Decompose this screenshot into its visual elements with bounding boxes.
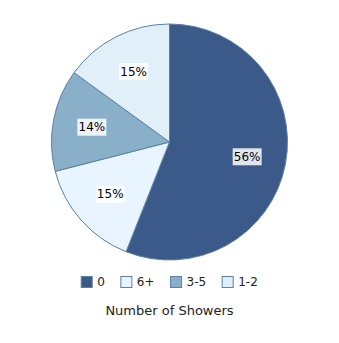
legend-swatch [81,277,92,288]
legend: 0 6+ 3-5 1-2 [81,275,258,289]
legend-swatch [222,277,233,288]
data-labels: 56% 15% 14% 15% [77,63,261,203]
legend-item: 0 [81,275,105,289]
data-label: 15% [97,187,124,201]
data-label-box [119,63,148,80]
chart: 56% 15% 14% 15% 0 6+ 3-5 1-2 Number of Showers [0,0,339,343]
data-label-box [233,148,262,165]
data-label: 56% [234,150,261,164]
legend-label: 6+ [137,275,155,289]
legend-item: 1-2 [222,275,258,289]
legend-swatch [171,277,182,288]
data-label-box [77,119,106,136]
data-label: 14% [79,120,106,134]
legend-swatch [121,277,132,288]
x-axis-label: Number of Showers [105,303,233,318]
chart-container: 56% 15% 14% 15% 0 6+ 3-5 1-2 Number of Showers [0,0,339,343]
legend-item: 3-5 [171,275,207,289]
pie-slice [74,24,169,142]
data-label-box [96,186,125,203]
legend-item: 6+ [121,275,155,289]
legend-label: 3-5 [187,275,207,289]
legend-label: 1-2 [238,275,258,289]
legend-label: 0 [97,275,105,289]
data-label: 15% [120,65,147,79]
slices [52,24,288,260]
